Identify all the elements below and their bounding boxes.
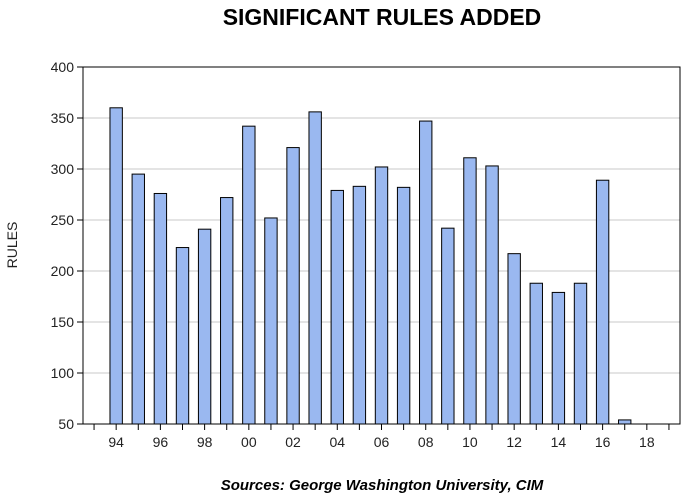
x-tick-label: 02 (285, 434, 301, 450)
bar-2005 (352, 185, 367, 425)
bar-2002 (286, 147, 300, 425)
bar-1996 (153, 192, 168, 425)
bar-2015 (573, 282, 588, 425)
bar-2007 (396, 186, 411, 425)
x-tick-label: 96 (153, 434, 169, 450)
bar-2012 (507, 253, 521, 425)
y-tick-label: 250 (51, 212, 75, 228)
bar-2001 (264, 217, 278, 425)
source-note: Sources: George Washington University, C… (221, 477, 544, 494)
y-tick-label: 300 (51, 161, 75, 177)
bar-2008 (419, 120, 433, 425)
bar-2014 (551, 291, 566, 425)
y-axis-label: RULES (4, 222, 20, 269)
bar-1994 (109, 107, 123, 425)
bar-2016 (595, 179, 610, 425)
y-tick-label: 50 (58, 416, 74, 432)
bar-2010 (463, 157, 477, 425)
x-tick-label: 10 (462, 434, 478, 450)
y-tick-label: 150 (51, 314, 75, 330)
x-tick-label: 04 (329, 434, 345, 450)
x-tick-label: 08 (418, 434, 434, 450)
x-tick-label: 94 (108, 434, 124, 450)
x-tick-label: 18 (639, 434, 655, 450)
bar-2003 (308, 111, 322, 425)
x-tick-label: 06 (374, 434, 390, 450)
bar-1997 (175, 247, 190, 425)
y-tick-label: 100 (51, 365, 75, 381)
x-tick-label: 98 (197, 434, 213, 450)
bar-2006 (374, 166, 389, 425)
bar-1998 (197, 228, 212, 425)
bars (109, 107, 632, 425)
x-tick-label: 00 (241, 434, 257, 450)
bar-2009 (441, 227, 455, 425)
chart-title: SIGNIFICANT RULES ADDED (223, 4, 542, 30)
bar-2004 (330, 189, 344, 425)
bar-2011 (485, 165, 499, 425)
y-tick-label: 200 (51, 263, 75, 279)
bar-1995 (131, 173, 145, 425)
bar-2013 (529, 282, 543, 425)
x-tick-label: 12 (506, 434, 522, 450)
y-tick-label: 350 (51, 110, 75, 126)
y-tick-label: 400 (51, 59, 75, 75)
bar-2017 (618, 419, 632, 425)
x-tick-label: 16 (595, 434, 611, 450)
bar-2000 (242, 125, 256, 425)
x-axis: 94 96 98 00 02 04 06 08 10 12 14 16 18 (93, 424, 670, 450)
bar-1999 (220, 197, 234, 425)
y-axis: 50 100 150 200 250 300 350 400 (51, 59, 83, 432)
x-tick-label: 14 (551, 434, 567, 450)
